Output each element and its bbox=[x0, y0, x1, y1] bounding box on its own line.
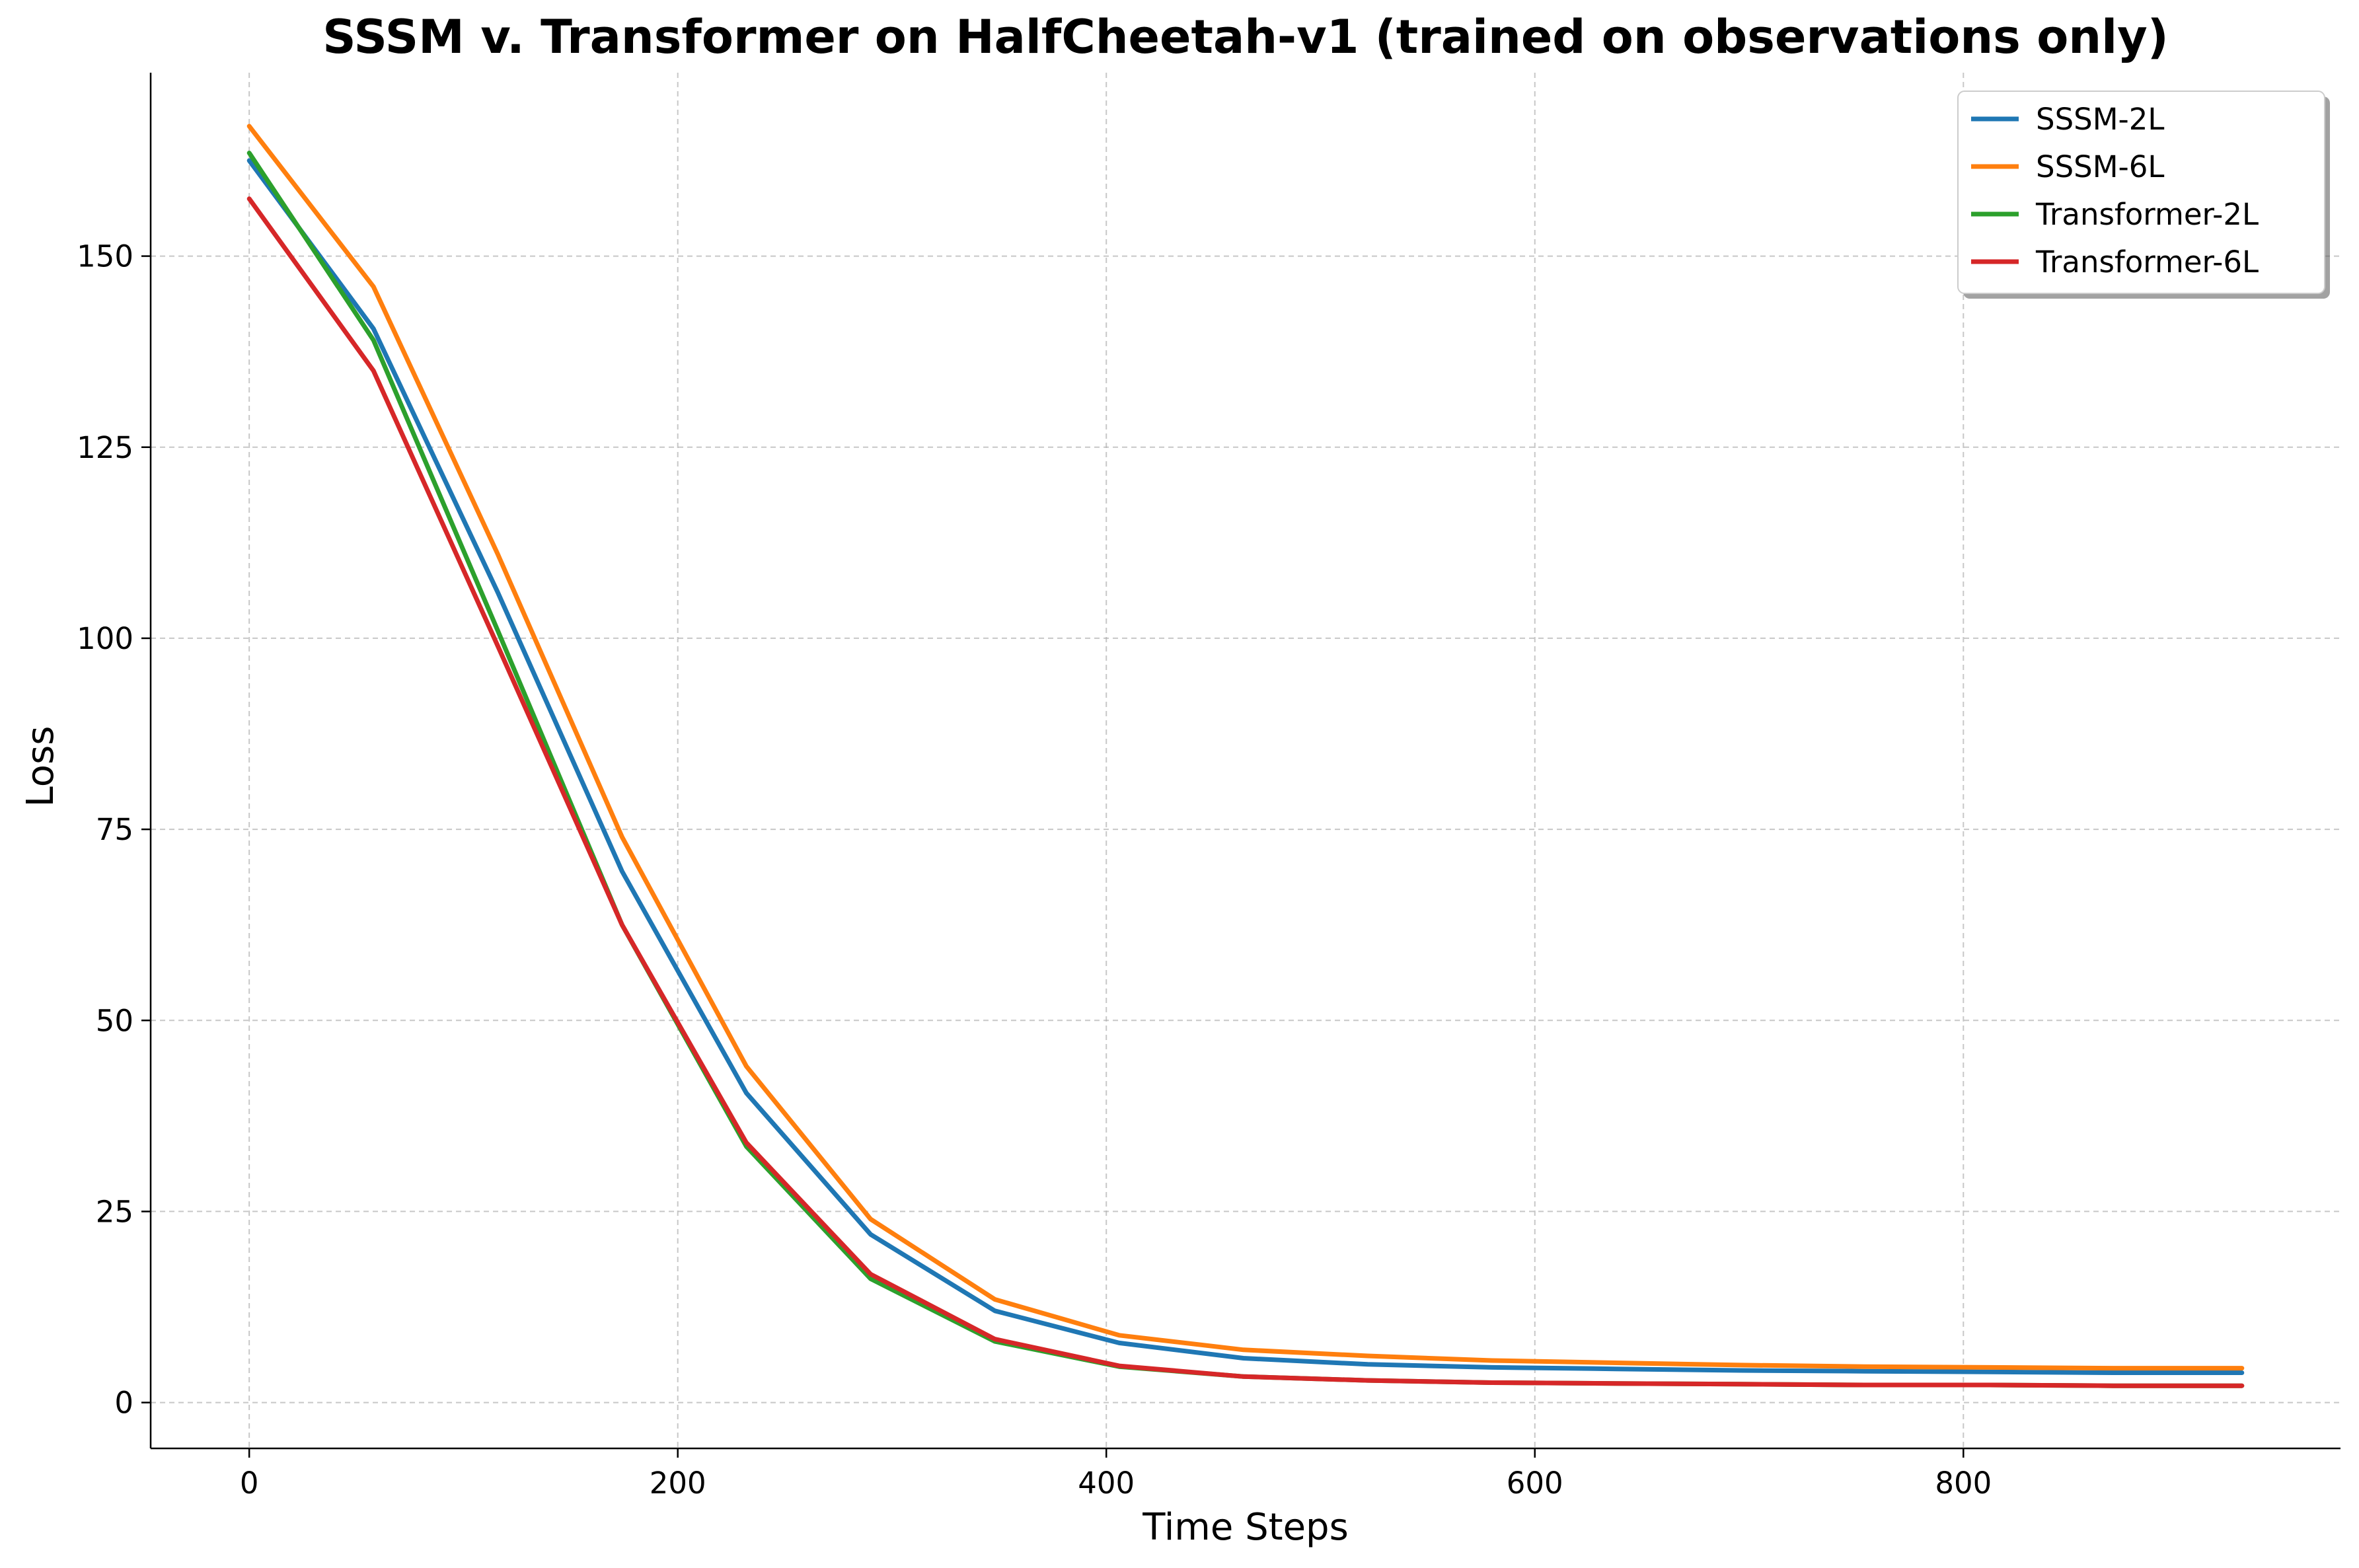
series-line-sssm-6l bbox=[246, 124, 2245, 1371]
x-tick-label: 0 bbox=[240, 1466, 259, 1501]
series-line-transformer-2l bbox=[246, 151, 2245, 1388]
y-tick-label: 100 bbox=[77, 621, 133, 656]
axes: 0 200 400 600 800 0 25 50 75 100 125 150 bbox=[77, 73, 2340, 1501]
legend: SSSM-2L SSSM-6L Transformer-2L Transformer-… bbox=[1957, 91, 2330, 299]
legend-label: SSSM-6L bbox=[2036, 149, 2164, 184]
y-tick-label: 50 bbox=[96, 1003, 133, 1038]
y-axis-label: Loss bbox=[19, 726, 62, 807]
legend-label: SSSM-2L bbox=[2036, 102, 2164, 137]
x-tick-label: 400 bbox=[1078, 1466, 1135, 1501]
series-group bbox=[246, 124, 2245, 1388]
series-line-transformer-6l bbox=[246, 196, 2245, 1388]
x-tick-label: 600 bbox=[1507, 1466, 1563, 1501]
series-line-sssm-2l bbox=[246, 158, 2245, 1375]
legend-label: Transformer-6L bbox=[2035, 244, 2259, 280]
y-tick-label: 0 bbox=[114, 1386, 133, 1421]
x-tick-label: 200 bbox=[650, 1466, 706, 1501]
y-tick-label: 150 bbox=[77, 239, 133, 274]
chart-title: SSSM v. Transformer on HalfCheetah-v1 (t… bbox=[322, 10, 2169, 64]
x-axis-label: Time Steps bbox=[1142, 1506, 1349, 1549]
y-tick-label: 125 bbox=[77, 430, 133, 465]
x-tick-label: 800 bbox=[1935, 1466, 1992, 1501]
legend-label: Transformer-2L bbox=[2035, 197, 2259, 232]
y-tick-label: 75 bbox=[96, 812, 133, 847]
legend-box bbox=[1957, 91, 2325, 294]
y-tick-label: 25 bbox=[96, 1194, 133, 1229]
